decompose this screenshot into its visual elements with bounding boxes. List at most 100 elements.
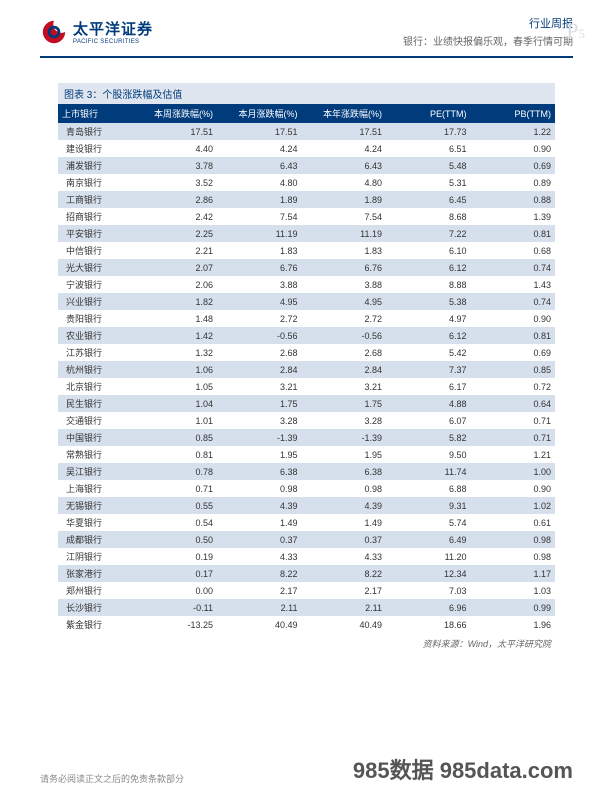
- table-row: 华夏银行0.541.491.495.740.61: [58, 514, 555, 531]
- table-cell: 3.78: [133, 157, 217, 174]
- table-cell: 吴江银行: [58, 463, 133, 480]
- table-cell: 0.85: [470, 361, 555, 378]
- column-header: 本年涨跌幅(%): [302, 104, 386, 123]
- table-cell: 2.42: [133, 208, 217, 225]
- table-cell: 1.75: [217, 395, 301, 412]
- table-cell: 交通银行: [58, 412, 133, 429]
- column-header: PE(TTM): [386, 104, 470, 123]
- table-cell: 12.34: [386, 565, 470, 582]
- table-cell: 6.43: [302, 157, 386, 174]
- table-row: 工商银行2.861.891.896.450.88: [58, 191, 555, 208]
- table-cell: 7.03: [386, 582, 470, 599]
- table-cell: 8.22: [217, 565, 301, 582]
- page-footer: 请务必阅读正文之后的免责条款部分 985数据 985data.com: [0, 753, 613, 785]
- table-cell: 6.96: [386, 599, 470, 616]
- table-cell: 1.42: [133, 327, 217, 344]
- report-type: 行业周报: [403, 15, 573, 31]
- table-cell: 4.24: [217, 140, 301, 157]
- table-cell: 0.81: [470, 225, 555, 242]
- table-cell: 5.42: [386, 344, 470, 361]
- table-cell: 6.38: [302, 463, 386, 480]
- column-header: PB(TTM): [470, 104, 555, 123]
- table-row: 中国银行0.85-1.39-1.395.820.71: [58, 429, 555, 446]
- table-cell: 1.17: [470, 565, 555, 582]
- table-cell: 招商银行: [58, 208, 133, 225]
- table-cell: 2.84: [302, 361, 386, 378]
- column-header: 本周涨跌幅(%): [133, 104, 217, 123]
- table-cell: 0.19: [133, 548, 217, 565]
- table-cell: 0.74: [470, 259, 555, 276]
- table-cell: 6.38: [217, 463, 301, 480]
- table-cell: 40.49: [217, 616, 301, 633]
- table-cell: 2.11: [302, 599, 386, 616]
- table-cell: 8.88: [386, 276, 470, 293]
- table-cell: 1.00: [470, 463, 555, 480]
- valuation-table: 上市银行本周涨跌幅(%)本月涨跌幅(%)本年涨跌幅(%)PE(TTM)PB(TT…: [58, 104, 555, 633]
- table-cell: 0.78: [133, 463, 217, 480]
- table-cell: 1.49: [217, 514, 301, 531]
- table-row: 平安银行2.2511.1911.197.220.81: [58, 225, 555, 242]
- table-cell: 0.81: [133, 446, 217, 463]
- table-cell: 平安银行: [58, 225, 133, 242]
- watermark-text: 985数据 985data.com: [353, 753, 573, 785]
- table-cell: -1.39: [217, 429, 301, 446]
- table-cell: 2.72: [217, 310, 301, 327]
- data-source: 资料来源：Wind，太平洋研究院: [58, 637, 551, 650]
- table-cell: 中国银行: [58, 429, 133, 446]
- table-cell: 华夏银行: [58, 514, 133, 531]
- company-name-cn: 太平洋证券: [73, 18, 153, 39]
- table-cell: 6.17: [386, 378, 470, 395]
- table-cell: 0.98: [470, 548, 555, 565]
- table-cell: 5.74: [386, 514, 470, 531]
- table-cell: 7.54: [302, 208, 386, 225]
- table-cell: 17.73: [386, 123, 470, 140]
- table-cell: 6.10: [386, 242, 470, 259]
- table-cell: 5.82: [386, 429, 470, 446]
- table-cell: 建设银行: [58, 140, 133, 157]
- table-row: 紫金银行-13.2540.4940.4918.661.96: [58, 616, 555, 633]
- table-row: 无锡银行0.554.394.399.311.02: [58, 497, 555, 514]
- table-row: 青岛银行17.5117.5117.5117.731.22: [58, 123, 555, 140]
- table-cell: 2.17: [217, 582, 301, 599]
- table-cell: 6.12: [386, 259, 470, 276]
- table-row: 北京银行1.053.213.216.170.72: [58, 378, 555, 395]
- table-cell: 江苏银行: [58, 344, 133, 361]
- table-cell: 6.76: [302, 259, 386, 276]
- table-cell: 0.74: [470, 293, 555, 310]
- table-cell: 浦发银行: [58, 157, 133, 174]
- table-cell: 5.38: [386, 293, 470, 310]
- table-cell: 0.71: [470, 412, 555, 429]
- table-row: 贵阳银行1.482.722.724.970.90: [58, 310, 555, 327]
- table-cell: 2.06: [133, 276, 217, 293]
- table-cell: 南京银行: [58, 174, 133, 191]
- table-cell: 0.00: [133, 582, 217, 599]
- table-row: 光大银行2.076.766.766.120.74: [58, 259, 555, 276]
- table-cell: 6.76: [217, 259, 301, 276]
- table-cell: 3.28: [217, 412, 301, 429]
- table-body: 青岛银行17.5117.5117.5117.731.22建设银行4.404.24…: [58, 123, 555, 633]
- table-cell: 2.72: [302, 310, 386, 327]
- table-cell: 4.33: [217, 548, 301, 565]
- table-cell: 0.90: [470, 480, 555, 497]
- table-cell: 2.07: [133, 259, 217, 276]
- table-cell: 4.80: [217, 174, 301, 191]
- table-row: 张家港行0.178.228.2212.341.17: [58, 565, 555, 582]
- table-cell: 4.39: [217, 497, 301, 514]
- table-header-row: 上市银行本周涨跌幅(%)本月涨跌幅(%)本年涨跌幅(%)PE(TTM)PB(TT…: [58, 104, 555, 123]
- table-cell: 4.95: [217, 293, 301, 310]
- table-cell: 1.83: [217, 242, 301, 259]
- table-cell: 4.24: [302, 140, 386, 157]
- table-cell: 0.17: [133, 565, 217, 582]
- table-cell: 6.45: [386, 191, 470, 208]
- content-area: 图表 3：个股涨跌幅及估值 上市银行本周涨跌幅(%)本月涨跌幅(%)本年涨跌幅(…: [0, 58, 613, 650]
- logo-icon: [40, 18, 68, 46]
- table-cell: 4.95: [302, 293, 386, 310]
- table-cell: 江阴银行: [58, 548, 133, 565]
- table-cell: 3.21: [302, 378, 386, 395]
- table-cell: 中信银行: [58, 242, 133, 259]
- table-cell: 4.88: [386, 395, 470, 412]
- table-cell: 紫金银行: [58, 616, 133, 633]
- table-cell: 0.90: [470, 310, 555, 327]
- table-cell: 张家港行: [58, 565, 133, 582]
- table-cell: 6.88: [386, 480, 470, 497]
